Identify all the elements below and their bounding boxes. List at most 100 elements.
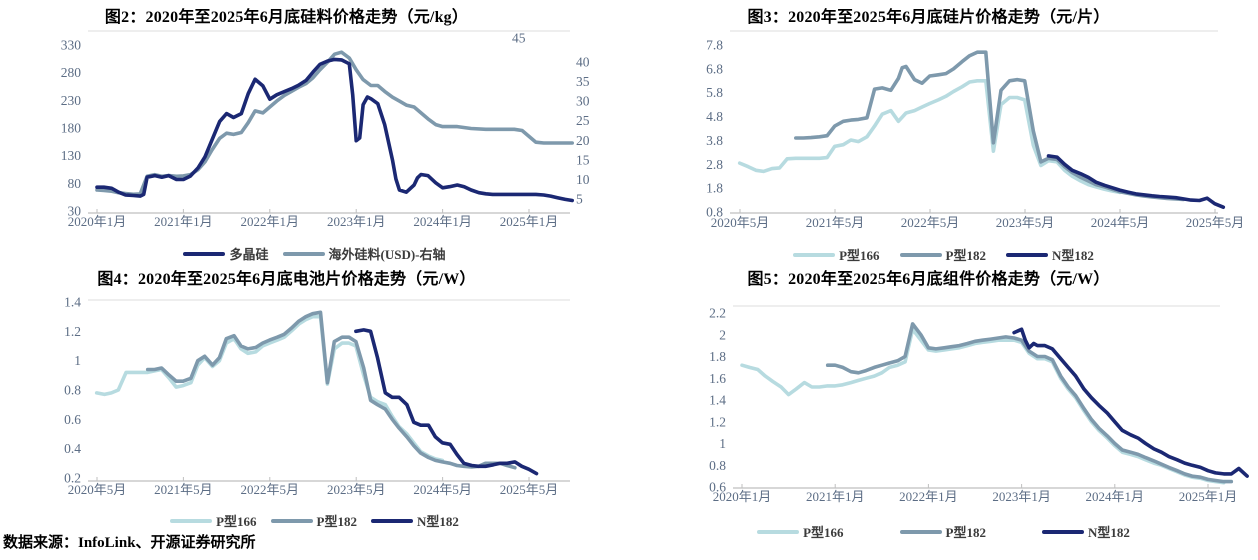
y-axis-tick-label: 230 [61, 93, 82, 108]
legend-item-P型166: P型166 [170, 511, 257, 530]
right-y-axis-tick-label: 40 [576, 55, 590, 70]
legend-item-多晶硅: 多晶硅 [183, 244, 269, 263]
legend-item-P型182: P型182 [270, 511, 357, 530]
legend-item-N型182: N型182 [371, 511, 459, 530]
series-line-N型182 [1046, 154, 1226, 209]
legend-item-N型182: N型182 [1042, 522, 1130, 541]
x-axis-tick-label: 2021年5月 [154, 482, 213, 497]
chart-legend: P型166 P型182 N型182 [629, 522, 1258, 541]
legend-label: 海外硅料(USD)-右轴 [328, 247, 446, 262]
x-axis-tick-label: 2024年1月 [413, 214, 472, 229]
right-y-axis-tick-label: 30 [576, 94, 590, 109]
chart-cell-price: 图4：2020年至2025年6月底电池片价格走势（元/W） 1.4 1.2 1 0.8… [0, 262, 629, 560]
y-axis-tick-label: 6.8 [706, 61, 723, 76]
y-axis-tick-label: 1.4 [709, 393, 726, 408]
y-axis-tick-label: 0.8 [709, 458, 726, 473]
x-axis-tick-label: 2023年5月 [327, 482, 386, 497]
data-source-note: 数据来源：InfoLink、开源证券研究所 [3, 535, 256, 551]
x-axis-tick-label: 2020年1月 [713, 489, 772, 504]
legend-label: P型182 [945, 248, 986, 263]
series-line-P型166 [740, 327, 1226, 485]
legend-line-swatch [757, 529, 800, 534]
legend-label: P型166 [839, 248, 880, 263]
series-line-N型182 [354, 328, 539, 476]
y-axis-tick-label: 1.2 [709, 414, 726, 429]
legend-line-swatch [1006, 252, 1048, 257]
x-axis-tick-label: 2022年5月 [901, 215, 960, 230]
legend-label: P型166 [803, 525, 844, 540]
series-line-N型182 [1012, 327, 1249, 478]
legend-label: P型182 [945, 525, 986, 540]
x-axis-tick-label: 2025年1月 [500, 214, 559, 229]
y-axis-tick-label: 2 [719, 327, 726, 342]
y-axis-tick-label: 0.8 [64, 383, 81, 398]
chart-legend: 多晶硅 海外硅料(USD)-右轴 [0, 244, 629, 263]
legend-line-swatch [282, 251, 325, 256]
x-axis-tick-label: 2020年5月 [68, 482, 127, 497]
x-axis-tick-label: 2021年5月 [806, 215, 865, 230]
right-y-axis-tick-label: 15 [576, 152, 590, 167]
right-y-axis-tick-label: 35 [576, 74, 590, 89]
chart-legend: P型166 P型182 N型182 [0, 511, 629, 530]
y-axis-tick-label: 1.8 [706, 181, 723, 196]
y-axis-tick-label: 180 [61, 121, 82, 136]
right-y-axis-tick-label: 20 [576, 133, 590, 148]
legend-line-swatch [270, 518, 313, 523]
x-axis-tick-label: 2024年1月 [1086, 489, 1145, 504]
legend-item-P型166: P型166 [793, 245, 880, 264]
y-axis-tick-label: 7.8 [706, 38, 723, 53]
y-axis-tick-label: 0.4 [64, 441, 81, 456]
y-axis-tick-label: 5.8 [706, 85, 723, 100]
y-axis-tick-label: 4.8 [706, 109, 723, 124]
y-axis-tick-label: 1 [719, 436, 726, 451]
x-axis-tick-label: 2020年1月 [68, 214, 127, 229]
x-axis-tick-label: 2022年1月 [241, 214, 300, 229]
series-line-多晶硅 [95, 57, 575, 203]
y-axis-tick-label: 2.8 [706, 157, 723, 172]
legend-label: P型166 [216, 514, 257, 529]
right-y-axis-tick-label: 45 [512, 31, 526, 46]
y-axis-tick-label: 80 [68, 176, 82, 191]
y-axis-tick-label: 0.6 [709, 480, 726, 495]
y-axis-tick-label: 3.8 [706, 133, 723, 148]
chart-title: 图3：2020年至2025年6月底硅片价格走势（元/片） [747, 9, 1110, 26]
legend-line-swatch [183, 251, 226, 256]
y-axis-tick-label: 1.8 [709, 349, 726, 364]
chart-polysilicon-price: 图2：2020年至2025年6月底硅料价格走势（元/kg） 330 280 230 1… [0, 0, 629, 262]
right-y-axis-tick-label: 10 [576, 172, 590, 187]
x-axis-tick-label: 2022年1月 [899, 489, 958, 504]
x-axis-tick-label: 2025年1月 [1179, 489, 1238, 504]
legend-label: N型182 [1088, 525, 1130, 540]
legend-label: N型182 [417, 514, 459, 529]
x-axis-tick-label: 2022年5月 [241, 482, 300, 497]
y-axis-tick-label: 1 [74, 353, 81, 368]
chart-title: 图2：2020年至2025年6月底硅料价格走势（元/kg） [104, 9, 469, 26]
y-axis-tick-label: 0.8 [706, 205, 723, 220]
x-axis-tick-label: 2023年5月 [996, 215, 1055, 230]
chart-wafer-price: 图3：2020年至2025年6月底硅片价格走势（元/片） 7.8 6.8 5.8 4.… [629, 0, 1258, 264]
chart-module-price: 图5：2020年至2025年6月底组件价格走势（元/W） 2.2 2 1.8 1.6 1… [629, 262, 1258, 560]
series-line-海外硅料(USD)-右轴 [95, 50, 575, 197]
series-line-P型182 [825, 322, 1234, 484]
right-y-axis-tick-label: 5 [576, 192, 583, 207]
x-axis-tick-label: 2021年1月 [154, 214, 213, 229]
y-axis-tick-label: 1.6 [709, 371, 726, 386]
x-axis-tick-label: 2021年1月 [806, 489, 865, 504]
legend-item-P型182: P型182 [899, 245, 986, 264]
x-axis-tick-label: 2023年1月 [327, 214, 386, 229]
legend-line-swatch [793, 252, 836, 257]
legend-item-P型182: P型182 [899, 522, 986, 541]
x-axis-tick-label: 2025年5月 [500, 482, 559, 497]
y-axis-tick-label: 280 [61, 65, 82, 80]
y-axis-tick-label: 130 [61, 148, 82, 163]
legend-item-P型166: P型166 [757, 522, 844, 541]
legend-line-swatch [899, 529, 942, 534]
x-axis-tick-label: 2020年5月 [711, 215, 770, 230]
y-axis-tick-label: 2.2 [709, 306, 726, 321]
legend-label: N型182 [1052, 248, 1094, 263]
series-line-P型182 [145, 310, 517, 470]
